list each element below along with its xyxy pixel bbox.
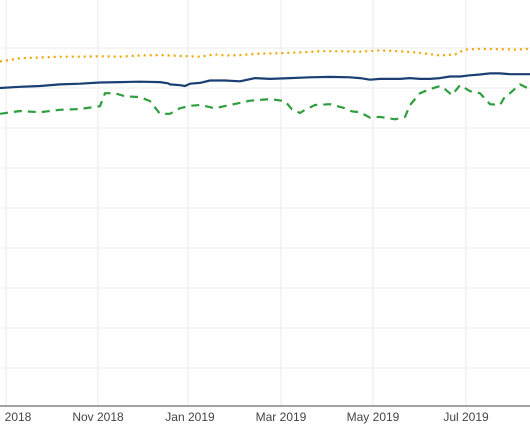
x-tick-label: Jul 2019 <box>443 410 489 424</box>
x-tick-label: May 2019 <box>347 410 400 424</box>
series-line-dashed <box>0 83 530 121</box>
x-tick-label: Mar 2019 <box>256 410 307 424</box>
series-line-dotted <box>0 47 530 63</box>
x-tick-label: 2018 <box>5 410 32 424</box>
series-layer <box>0 47 530 121</box>
series-line-solid <box>0 72 530 90</box>
x-tick-label: Nov 2018 <box>72 410 124 424</box>
gridlines <box>0 0 530 407</box>
x-tick-label: Jan 2019 <box>165 410 215 424</box>
x-axis-tick-labels: 2018 Nov 2018 Jan 2019 Mar 2019 May 2019 Jul … <box>5 410 489 424</box>
